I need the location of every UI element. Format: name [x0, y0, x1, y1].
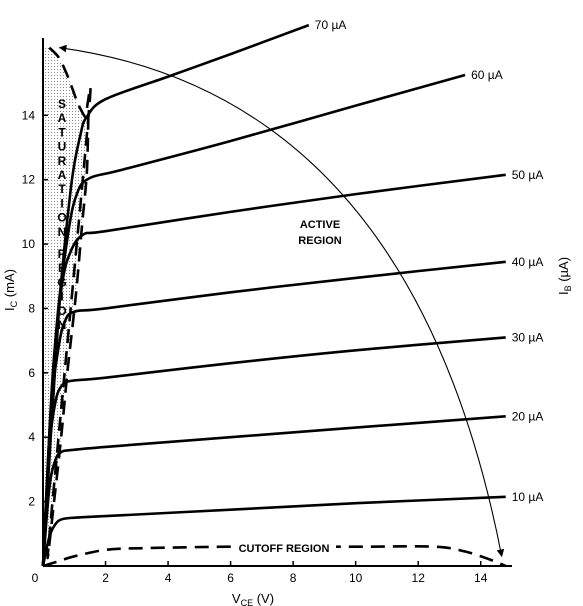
x-tick-label: 4	[165, 571, 172, 585]
active-region-label-line1: ACTIVE	[300, 219, 340, 231]
right-axis-label: IB (µA)	[556, 257, 573, 295]
curve-ib-1	[41, 495, 506, 567]
saturation-region-letter: E	[58, 261, 66, 275]
saturation-region-letter: S	[58, 97, 66, 111]
y-axis-label-main: I	[2, 307, 17, 311]
saturation-region-letter: A	[58, 168, 67, 182]
x-axis-label-sub: CE	[241, 598, 254, 606]
y-tick-label: 8	[28, 301, 35, 315]
active-region-label-line2: REGION	[298, 235, 341, 247]
saturation-region-letter: G	[57, 275, 66, 289]
y-tick-label: 2	[28, 495, 35, 509]
saturation-region-letter: O	[57, 304, 66, 318]
curve-label: 30 µA	[512, 330, 544, 344]
curve-label: 50 µA	[512, 168, 544, 182]
x-tick-label: 6	[227, 571, 234, 585]
right-axis-label-sub: B	[563, 285, 573, 291]
right-axis-label-unit: (µA)	[556, 257, 571, 285]
curve-label: 10 µA	[512, 490, 544, 504]
x-axis-label-unit: (V)	[253, 591, 274, 606]
y-tick-label: 12	[22, 173, 36, 187]
curve-label: 70 µA	[315, 18, 347, 32]
axis-ticks: 0 2 4 6 8 10 12 14 2 4 6 8 10 12 14	[22, 108, 488, 585]
saturation-region-letter: O	[57, 211, 66, 225]
x-axis-label-main: V	[232, 591, 241, 606]
x-tick-label: 10	[349, 571, 363, 585]
cutoff-region-label: CUTOFF REGION	[239, 543, 330, 555]
saturation-region-letter: T	[58, 182, 66, 196]
curve-ib-6	[41, 73, 466, 567]
x-tick-label: 0	[32, 571, 39, 585]
curve-ib-3	[41, 336, 506, 567]
region-boundaries	[42, 44, 507, 568]
curve-ib-4	[41, 260, 506, 567]
curve-ib-7	[41, 23, 310, 567]
saturation-region-letter: I	[60, 290, 63, 304]
y-tick-label: 4	[28, 430, 35, 444]
saturation-region-letter: R	[58, 247, 67, 261]
saturation-region-letter: A	[58, 111, 67, 125]
cutoff-label-backdrop	[232, 540, 336, 554]
saturation-region-letter: R	[58, 154, 67, 168]
y-axis-label-unit: (mA)	[2, 269, 17, 301]
curve-label: 40 µA	[512, 255, 544, 269]
chart-axes	[42, 38, 512, 567]
x-tick-label: 12	[412, 571, 426, 585]
saturation-region-letter: N	[58, 318, 67, 332]
active-region-arrow	[58, 44, 505, 558]
x-axis-label: VCE (V)	[232, 591, 274, 606]
saturation-region-letter: I	[60, 196, 63, 210]
x-tick-label: 14	[474, 571, 488, 585]
y-tick-label: 14	[22, 108, 36, 122]
collector-curves: 10 µA 20 µA 30 µA 40 µA 50 µA 60 µA 70 µA	[41, 18, 544, 567]
x-tick-label: 8	[290, 571, 297, 585]
curve-label: 20 µA	[512, 409, 544, 423]
y-tick-label: 6	[28, 366, 35, 380]
curve-label: 60 µA	[471, 68, 503, 82]
saturation-region-letter: U	[58, 140, 67, 154]
y-axis-label: IC (mA)	[2, 269, 19, 311]
right-axis-label-main: I	[556, 291, 571, 295]
saturation-region-letter: T	[58, 125, 66, 139]
y-tick-label: 10	[22, 237, 36, 251]
y-axis-label-sub: C	[9, 300, 19, 307]
x-tick-label: 2	[102, 571, 109, 585]
saturation-region-letter: N	[58, 225, 67, 239]
